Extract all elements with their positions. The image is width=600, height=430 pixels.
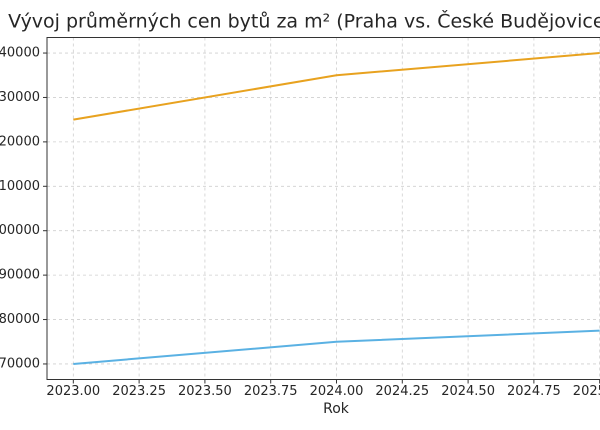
y-tick-label: 80000 — [0, 312, 40, 327]
x-tick-label: 2023.50 — [178, 384, 232, 399]
x-tick-label: 2023.75 — [244, 384, 298, 399]
x-tick-label: 2024.25 — [375, 384, 429, 399]
y-tick-label: 100000 — [0, 223, 40, 238]
y-tick-label: 130000 — [0, 90, 40, 105]
x-tick-label: 2025.00 — [573, 384, 600, 399]
series-line — [73, 52, 600, 121]
x-tick-label: 2023.00 — [46, 384, 100, 399]
x-tick-label: 2024.75 — [507, 384, 561, 399]
series-line — [73, 329, 600, 365]
y-tick-label: 70000 — [0, 356, 40, 371]
x-tick-label: 2024.50 — [441, 384, 495, 399]
x-tick-label: 2024.00 — [310, 384, 364, 399]
plot-frame — [46, 37, 600, 380]
x-axis-label: Rok — [323, 401, 350, 417]
x-tick-label: 2023.25 — [112, 384, 166, 399]
y-tick-label: 120000 — [0, 134, 40, 149]
y-tick-label: 140000 — [0, 46, 40, 61]
y-tick-label: 110000 — [0, 179, 40, 194]
chart-title: Vývoj průměrných cen bytů za m² (Praha v… — [8, 9, 600, 33]
y-tick-label: 90000 — [0, 268, 40, 283]
